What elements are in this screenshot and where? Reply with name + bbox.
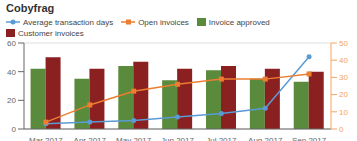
svg-text:40: 40 <box>8 68 17 77</box>
html-text:Cobyfrag: Cobyfrag <box>6 2 55 14</box>
html-text:Customer invoices: Customer invoices <box>18 28 84 38</box>
html-text:Invoice approved: Invoice approved <box>208 17 270 27</box>
svg-text:10: 10 <box>339 108 348 117</box>
svg-text:20: 20 <box>339 90 348 99</box>
html-text:Average transaction days: Average transaction days <box>23 17 114 27</box>
svg-text:60: 60 <box>8 39 17 48</box>
svg-text:Sep 2017: Sep 2017 <box>292 136 327 141</box>
svg-text:30: 30 <box>339 73 348 82</box>
svg-text:Apr 2017: Apr 2017 <box>74 136 107 141</box>
svg-text:May 2017: May 2017 <box>116 136 152 141</box>
svg-text:0: 0 <box>339 125 344 134</box>
svg-text:Jun 2017: Jun 2017 <box>161 136 194 141</box>
svg-text:Mar 2017: Mar 2017 <box>29 136 63 141</box>
svg-text:50: 50 <box>339 39 348 48</box>
svg-text:40: 40 <box>339 56 348 65</box>
svg-text:Jul 2017: Jul 2017 <box>206 136 237 141</box>
svg-text:20: 20 <box>8 96 17 105</box>
svg-text:Aug 2017: Aug 2017 <box>248 136 283 141</box>
svg-text:0: 0 <box>12 125 17 134</box>
html-text:Open invoices: Open invoices <box>138 17 189 27</box>
